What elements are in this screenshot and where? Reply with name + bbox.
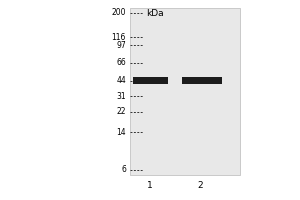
- Text: 22: 22: [116, 107, 126, 116]
- Text: 44: 44: [116, 76, 126, 85]
- Text: 66: 66: [116, 58, 126, 67]
- Text: kDa: kDa: [146, 9, 164, 18]
- Text: 116: 116: [112, 33, 126, 42]
- Text: 1: 1: [147, 180, 153, 190]
- Text: 97: 97: [116, 41, 126, 50]
- Text: 2: 2: [197, 180, 203, 190]
- Bar: [130, 8, 240, 175]
- Bar: [182, 77, 222, 84]
- Text: 200: 200: [112, 8, 126, 17]
- Text: 14: 14: [116, 128, 126, 137]
- Bar: [133, 77, 168, 84]
- Text: 31: 31: [116, 92, 126, 101]
- Text: 6: 6: [121, 165, 126, 174]
